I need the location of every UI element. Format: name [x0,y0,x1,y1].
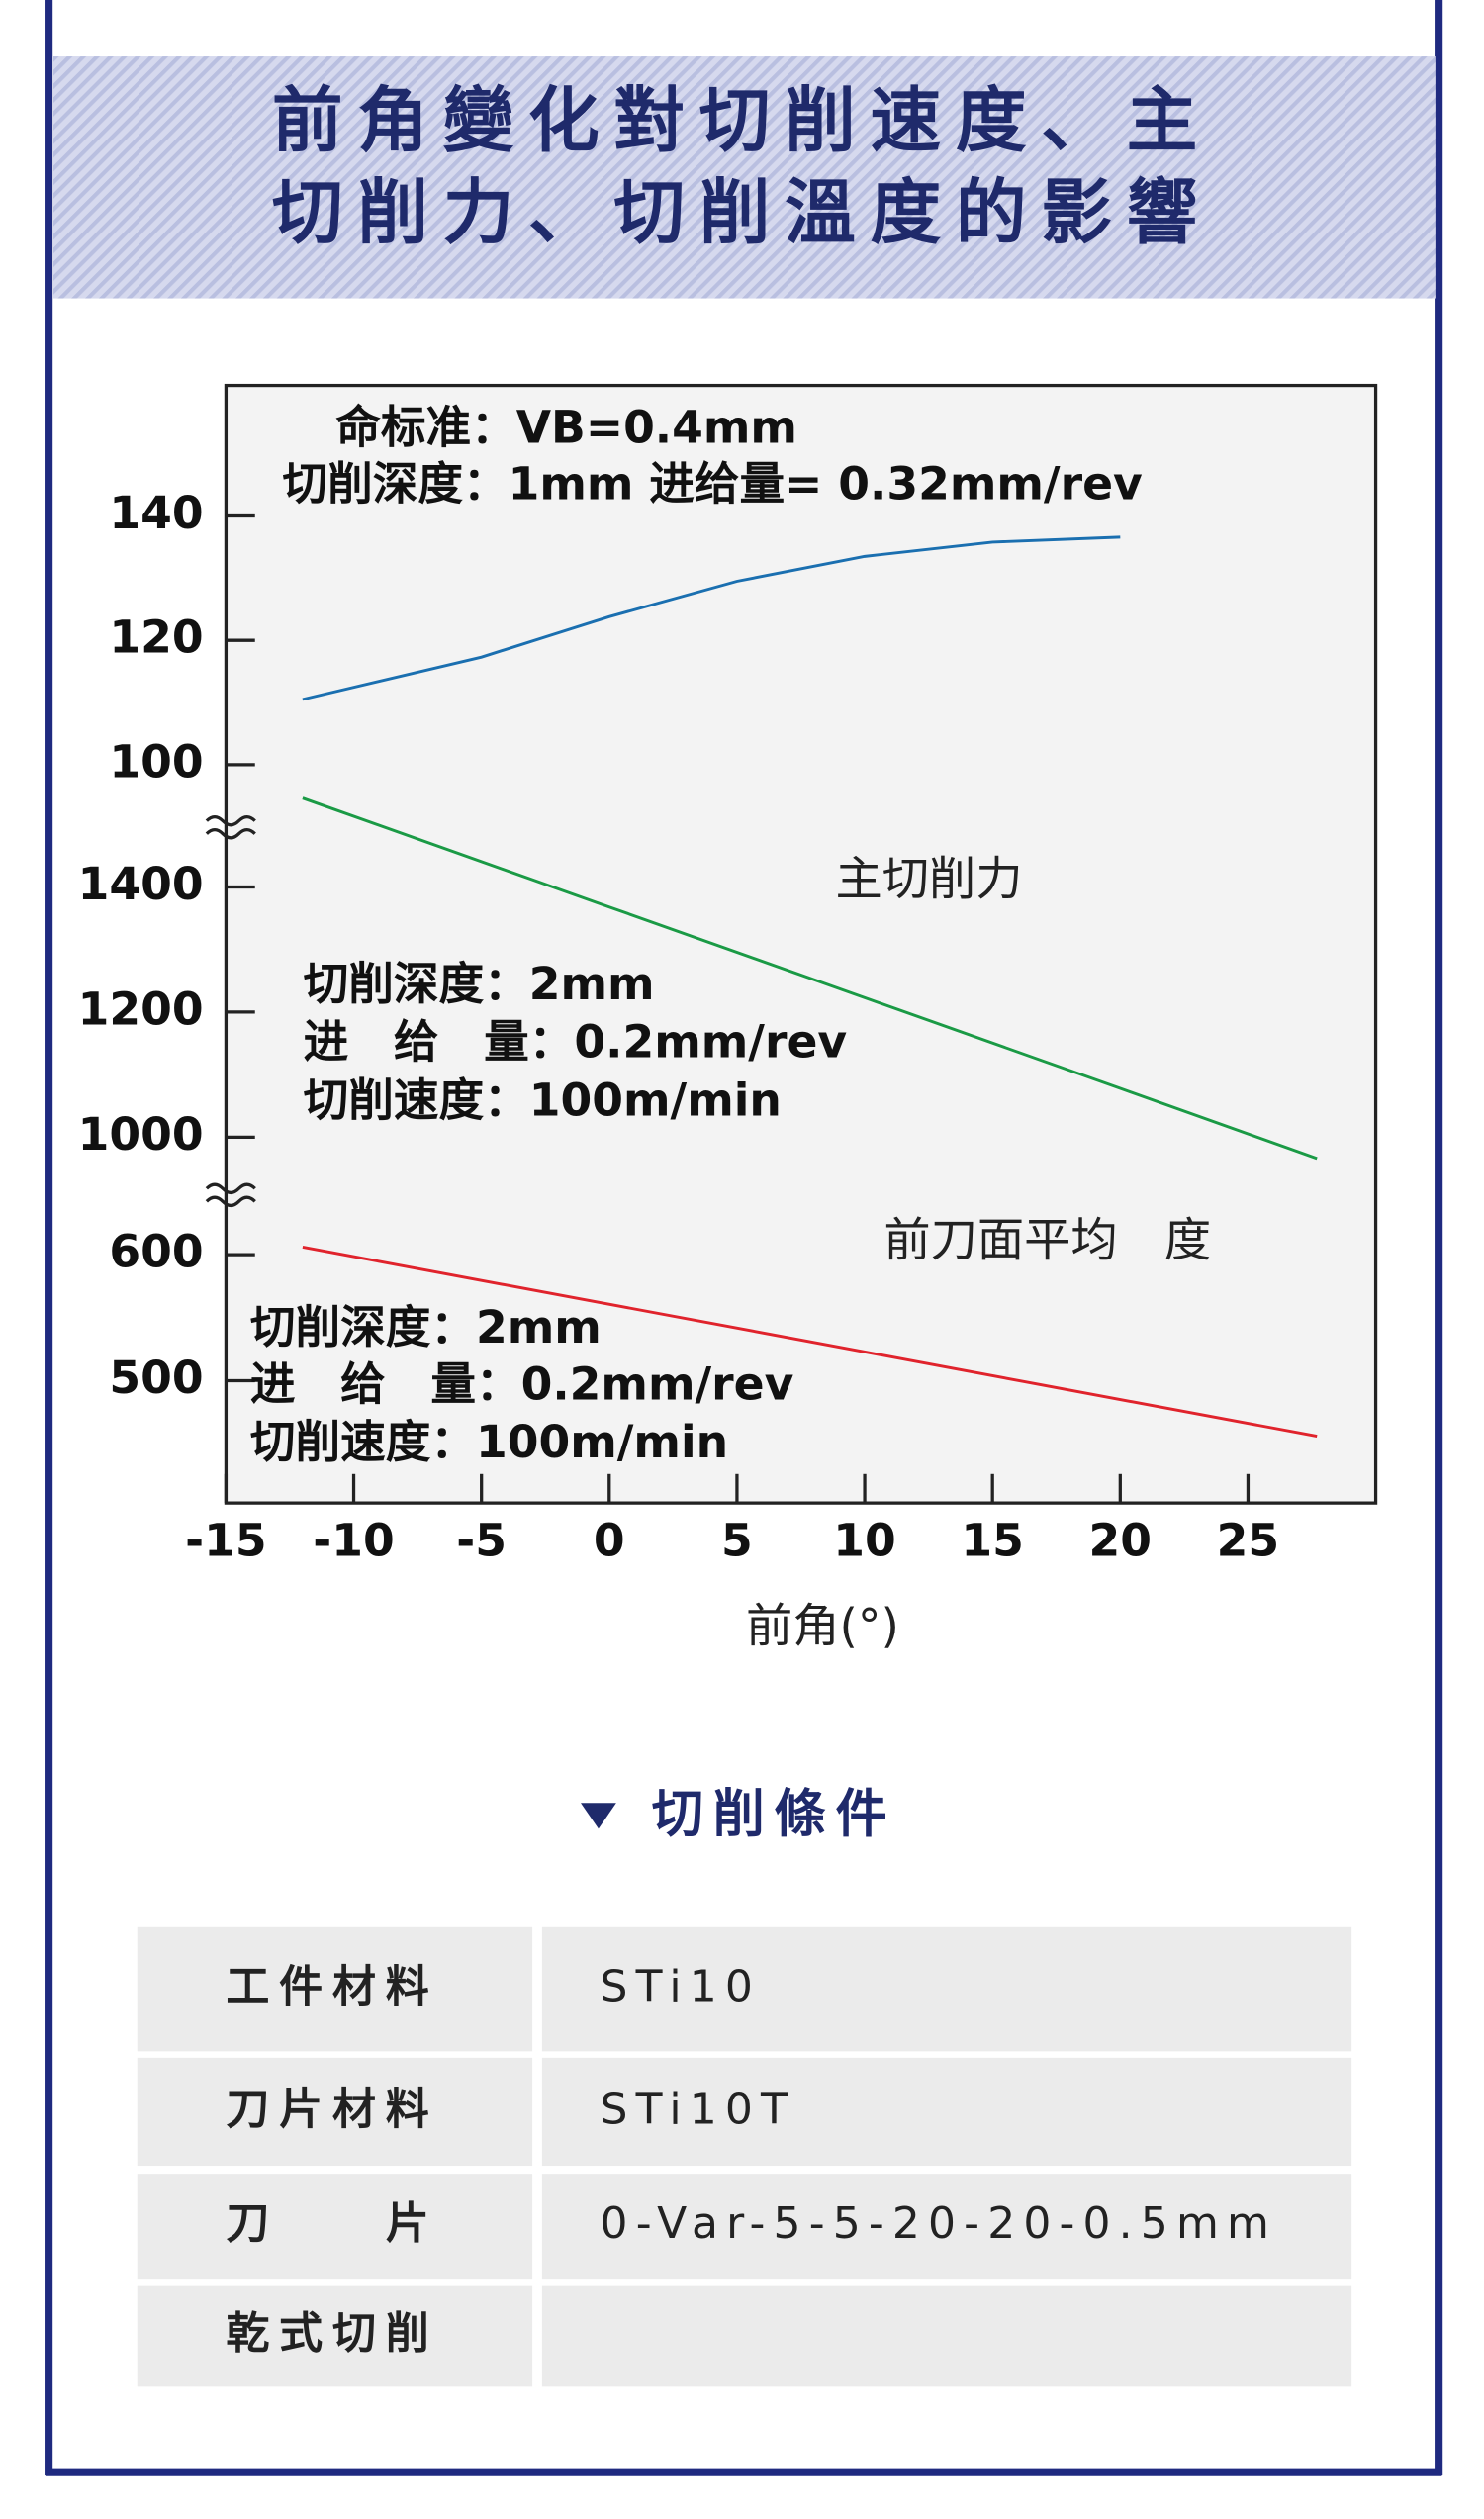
y-tick-label: 100 [109,735,203,788]
table-text: 刀片材料 [226,2084,438,2134]
x-tick-label: -5 [456,1514,507,1566]
x-tick-label: 20 [1089,1514,1152,1566]
annotation: 切削速度：100m/min [304,1073,782,1126]
y-tick-label: 1200 [78,982,204,1035]
y-tick-label: 600 [109,1226,203,1278]
annotation: 切削深度：2mm [304,958,655,1010]
table-text: STi10 [601,1962,761,2012]
table-text: 乾式切削 [226,2308,438,2359]
annotation: 命标准：VB=0.4mm [335,402,797,454]
table-cell [137,2174,533,2280]
table-cell [137,2285,533,2387]
y-tick-label: 500 [109,1352,203,1404]
annotation: 切削深度：1mm 进给量= 0.32mm/rev [282,458,1143,511]
y-tick-label: 140 [109,487,203,539]
plot-frame [224,383,1378,1505]
data-line [302,796,1318,1161]
x-axis-label: 前角(°) [746,1599,899,1653]
annotation: 进 给 量：0.2mm/rev [250,1357,794,1410]
y-tick-label: 1400 [78,858,204,910]
x-tick-label: -10 [313,1514,394,1566]
x-tick-label: -15 [185,1514,266,1566]
table-text: 0-Var-5-5-20-20-0.5mm [601,2198,1277,2249]
data-line [302,535,1121,701]
series-label: 前刀面平均 度 [883,1214,1211,1268]
title-line: 切削力、切削溫度的影響 [272,171,1212,254]
title-line: 前角變化對切削速度、主 [272,79,1212,162]
table-cell [137,2057,533,2167]
heading-marker [581,1803,616,1829]
x-tick-label: 15 [961,1514,1023,1566]
y-tick-label: 120 [109,611,203,664]
conditions-heading: 切削條件 [652,1785,897,1844]
y-tick-label: 1000 [78,1108,204,1161]
table-cell [541,2057,1352,2167]
x-tick-label: 5 [721,1514,753,1566]
table-cell [541,2174,1352,2280]
x-tick-label: 10 [833,1514,895,1566]
annotation: 切削速度：100m/min [250,1416,728,1468]
x-tick-label: 0 [594,1514,625,1566]
table-cell [541,1926,1352,2052]
table-text: 工件材料 [226,1962,438,2012]
axis-break [205,814,256,1208]
table-text: STi10T [601,2084,795,2134]
table-cell [137,1926,533,2052]
table-text: 刀 片 [226,2198,438,2249]
table-cell [541,2285,1352,2387]
annotation: 切削深度：2mm [250,1301,602,1353]
title-band [53,56,1436,299]
annotation: 进 给 量：0.2mm/rev [304,1016,848,1069]
x-tick-label: 25 [1217,1514,1280,1566]
series-label: 主切削力 [836,853,1023,907]
data-line [302,1246,1318,1439]
